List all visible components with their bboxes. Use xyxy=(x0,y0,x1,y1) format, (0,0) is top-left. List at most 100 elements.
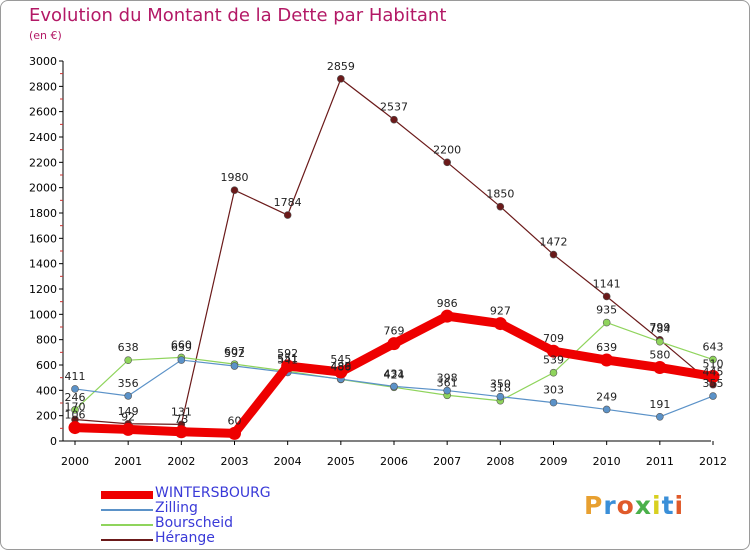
data-label: 639 xyxy=(171,341,192,354)
data-label: 1980 xyxy=(221,171,249,184)
data-point xyxy=(602,318,611,327)
data-label: 510 xyxy=(703,357,724,370)
data-point xyxy=(124,392,132,400)
data-label: 541 xyxy=(277,353,298,366)
data-label: 149 xyxy=(118,405,139,418)
logo-letter: P xyxy=(584,491,604,520)
x-tick-label: 2005 xyxy=(327,455,355,468)
data-point xyxy=(706,369,720,383)
data-label: 1141 xyxy=(593,277,621,290)
data-label: 170 xyxy=(65,400,86,413)
data-point xyxy=(656,413,664,421)
data-label: 318 xyxy=(490,382,511,395)
data-label: 191 xyxy=(649,398,670,411)
y-tick-label: 3000 xyxy=(29,55,57,68)
x-tick-label: 2011 xyxy=(646,455,674,468)
data-label: 356 xyxy=(118,377,139,390)
logo-letter: x xyxy=(634,491,652,520)
data-point xyxy=(496,392,505,401)
data-label: 92 xyxy=(121,410,135,423)
data-label: 639 xyxy=(596,341,617,354)
data-label: 2537 xyxy=(380,101,408,114)
x-tick-label: 2003 xyxy=(221,455,249,468)
data-point xyxy=(124,356,132,364)
y-tick-label: 2000 xyxy=(29,182,57,195)
legend-item-zilling: Zilling xyxy=(101,500,361,517)
logo-letter: i xyxy=(652,491,662,520)
data-point xyxy=(177,356,186,364)
y-tick-label: 1000 xyxy=(29,308,57,321)
data-label: 2859 xyxy=(327,60,355,73)
data-label: 73 xyxy=(174,413,188,426)
x-tick-label: 2009 xyxy=(540,455,568,468)
x-tick-label: 2012 xyxy=(699,455,727,468)
data-label: 1784 xyxy=(274,196,302,209)
x-tick-label: 2004 xyxy=(274,455,302,468)
y-tick-label: 400 xyxy=(36,384,57,397)
data-label: 638 xyxy=(118,341,139,354)
data-label: 799 xyxy=(649,321,670,334)
data-point xyxy=(121,422,135,436)
data-label: 935 xyxy=(596,304,617,317)
legend-label-bourscheid: Bourscheid xyxy=(155,515,234,531)
data-label: 1472 xyxy=(540,236,568,249)
y-tick-label: 2800 xyxy=(29,80,57,93)
data-label: 592 xyxy=(224,347,245,360)
data-label: 927 xyxy=(490,305,511,318)
y-tick-label: 800 xyxy=(36,334,57,347)
data-point xyxy=(281,359,295,373)
data-point xyxy=(709,355,717,364)
legend-swatch-wintersbourg xyxy=(101,491,153,499)
data-label: 784 xyxy=(649,323,670,336)
data-label: 539 xyxy=(543,354,564,367)
data-point xyxy=(71,385,79,393)
data-label: 106 xyxy=(65,409,86,422)
x-tick-label: 2008 xyxy=(486,455,514,468)
data-point xyxy=(440,309,454,323)
data-label: 643 xyxy=(703,341,724,354)
data-point xyxy=(334,365,348,379)
legend-item-herange: Hérange xyxy=(101,530,361,547)
legend-label-wintersbourg: WINTERSBOURG xyxy=(155,485,271,501)
data-point xyxy=(230,186,239,194)
data-point xyxy=(709,392,717,400)
data-label: 545 xyxy=(330,353,351,366)
x-tick-label: 2007 xyxy=(433,455,461,468)
x-tick-label: 2000 xyxy=(61,455,89,468)
data-point xyxy=(496,202,505,211)
chart-subtitle: (en €) xyxy=(29,29,62,42)
data-label: 445 xyxy=(703,366,724,379)
data-label: 489 xyxy=(330,360,351,373)
data-point xyxy=(656,337,664,346)
data-label: 986 xyxy=(437,297,458,310)
data-point xyxy=(337,75,345,83)
data-label: 424 xyxy=(384,368,405,381)
data-label: 246 xyxy=(65,391,86,404)
data-point xyxy=(387,337,401,351)
data-point xyxy=(493,317,507,331)
logo-letter: i xyxy=(674,491,685,520)
y-tick-label: 600 xyxy=(36,359,57,372)
data-label: 350 xyxy=(490,378,511,391)
data-point xyxy=(228,426,241,440)
data-label: 580 xyxy=(649,349,670,362)
data-label: 709 xyxy=(543,332,564,345)
x-tick-label: 2006 xyxy=(380,455,408,468)
data-label: 131 xyxy=(171,405,192,418)
y-tick-label: 200 xyxy=(36,410,57,423)
data-label: 361 xyxy=(437,376,458,389)
y-tick-label: 1400 xyxy=(29,258,57,271)
data-point xyxy=(230,362,239,370)
data-point xyxy=(68,421,82,435)
data-point xyxy=(600,353,614,367)
data-label: 592 xyxy=(277,347,298,360)
data-point xyxy=(390,115,398,124)
legend-item-wintersbourg: WINTERSBOURG xyxy=(101,485,361,502)
data-point xyxy=(283,211,292,219)
data-label: 551 xyxy=(277,352,298,365)
data-label: 660 xyxy=(171,338,192,351)
x-tick-label: 2002 xyxy=(167,455,195,468)
data-label: 411 xyxy=(65,370,86,383)
